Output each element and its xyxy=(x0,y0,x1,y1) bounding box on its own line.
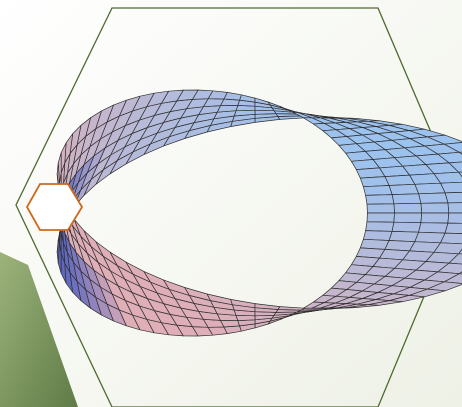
mesh-cell xyxy=(440,232,462,245)
hexagon-frame xyxy=(15,7,462,407)
mesh-cell xyxy=(393,212,423,224)
mesh-cell xyxy=(366,212,395,223)
mesh-cell xyxy=(388,231,419,243)
mesh-cell xyxy=(254,303,281,310)
mesh-cell xyxy=(420,212,450,224)
mesh-cell xyxy=(359,176,390,188)
mesh-cell xyxy=(443,273,462,284)
mesh-cell xyxy=(220,320,240,328)
mesh-cell xyxy=(391,221,422,233)
mesh-cell xyxy=(365,194,395,205)
mesh-cell xyxy=(414,182,446,195)
mesh-cell xyxy=(418,222,449,234)
mesh-cell xyxy=(393,202,423,214)
small-hexagon-badge xyxy=(25,183,84,231)
mesh-cell xyxy=(448,253,462,265)
mesh-cell xyxy=(444,222,462,234)
mesh-cell xyxy=(363,185,393,196)
mesh-cell xyxy=(447,212,462,224)
mesh-cell xyxy=(420,202,450,214)
mesh-cell xyxy=(447,202,462,214)
mesh-cell xyxy=(363,230,393,241)
mesh-cell xyxy=(388,183,419,195)
mesh-cell xyxy=(414,231,446,244)
mesh-cell xyxy=(418,192,449,204)
accent-band xyxy=(0,252,78,407)
mesh-cell xyxy=(458,248,462,255)
mesh-cell xyxy=(235,314,256,321)
mesh-cell xyxy=(365,221,395,232)
mesh-cell xyxy=(384,174,416,186)
mesh-cell xyxy=(366,203,395,214)
mesh-cell xyxy=(391,193,422,205)
